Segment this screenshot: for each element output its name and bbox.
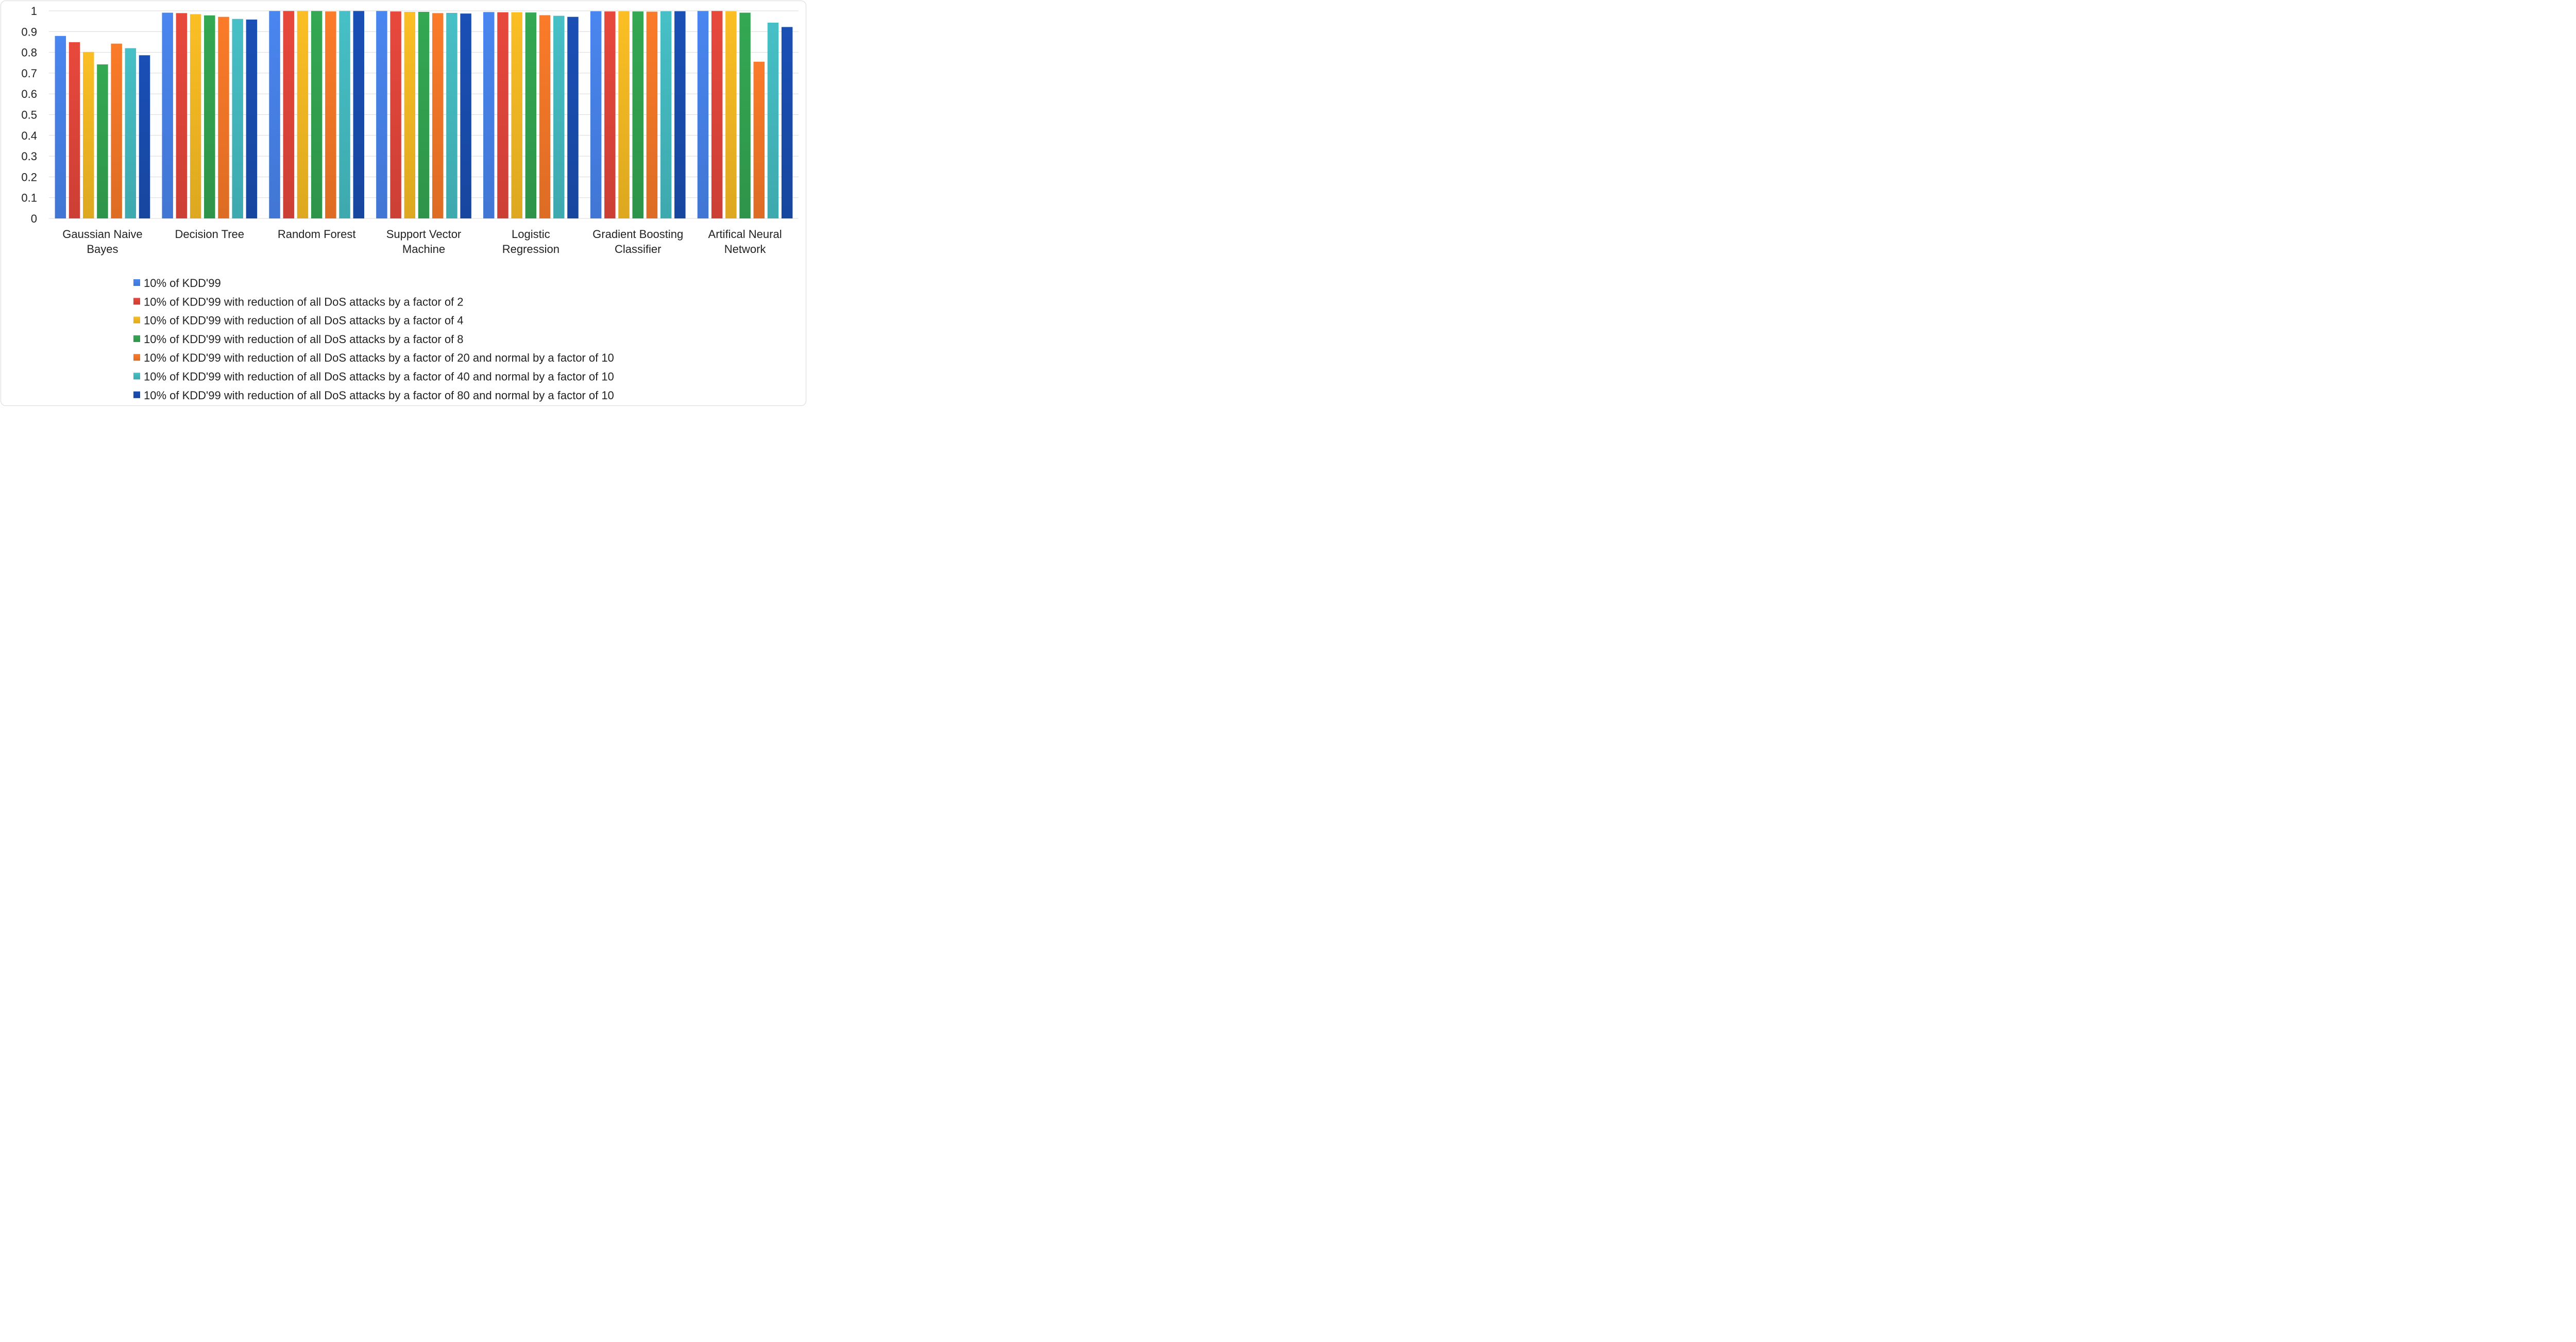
x-category-label: Logistic: [512, 228, 550, 241]
bar: [55, 36, 66, 218]
bar: [632, 11, 643, 219]
bar: [190, 14, 201, 219]
bar: [604, 11, 616, 219]
bar: [432, 13, 444, 218]
bar: [753, 61, 765, 219]
bar: [553, 15, 565, 219]
bar: [69, 42, 80, 218]
legend-label: 10% of KDD'99 with reduction of all DoS …: [144, 295, 464, 308]
legend-label: 10% of KDD'99: [144, 277, 221, 290]
x-axis-labels: Gaussian Naive Bayes Decision Tree Random F…: [62, 228, 782, 256]
legend-label: 10% of KDD'99 with reduction of all DoS …: [144, 314, 464, 327]
legend-item: 10% of KDD'99 with reduction of all DoS …: [133, 333, 464, 346]
y-tick-label: 0.6: [21, 88, 37, 100]
y-tick-label: 0.4: [21, 129, 37, 142]
bar: [511, 12, 522, 219]
bar: [97, 64, 108, 218]
bar: [739, 12, 751, 218]
bar: [246, 19, 258, 219]
legend-item: 10% of KDD'99 with reduction of all DoS …: [133, 351, 614, 364]
x-category-label: Machine: [402, 243, 445, 256]
x-category-label: Network: [724, 243, 767, 256]
bar-chart: 0 0.1 0.2 0.3 0.4 0.5 0.6 0.7 0.8 0.9 1 Gaussian N…: [21, 5, 799, 402]
bar: [767, 22, 779, 218]
bar: [339, 11, 350, 218]
legend: 10% of KDD'99 10% of KDD'99 with reductio…: [133, 277, 614, 402]
bars: [55, 11, 793, 219]
legend-item: 10% of KDD'99 with reduction of all DoS …: [133, 370, 614, 383]
x-category-label: Gradient Boosting: [592, 228, 683, 241]
y-tick-label: 0.5: [21, 109, 37, 122]
legend-item: 10% of KDD'99 with reduction of all DoS …: [133, 389, 614, 402]
legend-label: 10% of KDD'99 with reduction of all DoS …: [144, 333, 464, 346]
legend-item: 10% of KDD'99 with reduction of all DoS …: [133, 295, 464, 308]
x-category-label: Bayes: [87, 243, 118, 256]
bar: [646, 11, 658, 218]
x-category-label: Support Vector: [386, 228, 462, 241]
legend-swatch: [133, 316, 140, 324]
bar: [404, 12, 416, 218]
legend-swatch: [133, 391, 140, 398]
bar: [139, 55, 150, 218]
legend-swatch: [133, 298, 140, 305]
bar: [269, 11, 280, 218]
x-category-label: Decision Tree: [175, 228, 245, 241]
bar: [353, 11, 364, 218]
y-tick-label: 0: [31, 212, 37, 225]
bar: [218, 16, 229, 218]
bar: [125, 48, 137, 218]
legend-item: 10% of KDD'99: [133, 277, 221, 290]
x-category-label: Artifical Neural: [708, 228, 782, 241]
y-tick-label: 0.9: [21, 25, 37, 38]
bar: [418, 12, 430, 218]
bar: [162, 12, 173, 218]
bar: [446, 13, 457, 219]
legend-swatch: [133, 354, 140, 361]
bar: [497, 12, 509, 219]
bar: [525, 12, 537, 218]
x-category-label: Random Forest: [278, 228, 356, 241]
bar: [390, 11, 401, 219]
legend-item: 10% of KDD'99 with reduction of all DoS …: [133, 314, 464, 327]
legend-swatch: [133, 335, 140, 342]
bar: [311, 11, 323, 218]
bar: [176, 13, 188, 218]
y-tick-label: 0.8: [21, 46, 37, 59]
bar: [111, 43, 122, 218]
bar: [204, 15, 215, 219]
y-tick-label: 1: [31, 5, 37, 18]
legend-swatch: [133, 372, 140, 380]
bar: [325, 11, 336, 219]
x-category-label: Regression: [502, 243, 560, 256]
bar: [483, 12, 495, 218]
y-axis-ticks: 0 0.1 0.2 0.3 0.4 0.5 0.6 0.7 0.8 0.9 1: [21, 5, 37, 225]
bar: [232, 19, 243, 218]
y-tick-label: 0.7: [21, 67, 37, 80]
bar: [297, 11, 309, 218]
bar: [781, 27, 793, 219]
bar: [539, 15, 551, 218]
bar: [711, 11, 723, 218]
bar: [283, 11, 294, 218]
x-category-label: Gaussian Naive: [62, 228, 142, 241]
y-tick-label: 0.2: [21, 171, 37, 183]
bar: [460, 13, 471, 218]
y-tick-label: 0.3: [21, 150, 37, 163]
y-tick-label: 0.1: [21, 192, 37, 205]
bar: [567, 16, 579, 218]
bar: [674, 11, 686, 218]
bar: [82, 52, 94, 218]
bar: [697, 11, 709, 218]
legend-swatch: [133, 279, 140, 286]
bar: [590, 11, 602, 218]
bar: [725, 11, 737, 218]
x-category-label: Classifier: [615, 243, 661, 256]
bar: [660, 11, 672, 218]
legend-label: 10% of KDD'99 with reduction of all DoS …: [144, 351, 614, 364]
bar: [618, 11, 630, 218]
legend-label: 10% of KDD'99 with reduction of all DoS …: [144, 389, 614, 402]
legend-label: 10% of KDD'99 with reduction of all DoS …: [144, 370, 614, 383]
bar: [376, 11, 387, 218]
